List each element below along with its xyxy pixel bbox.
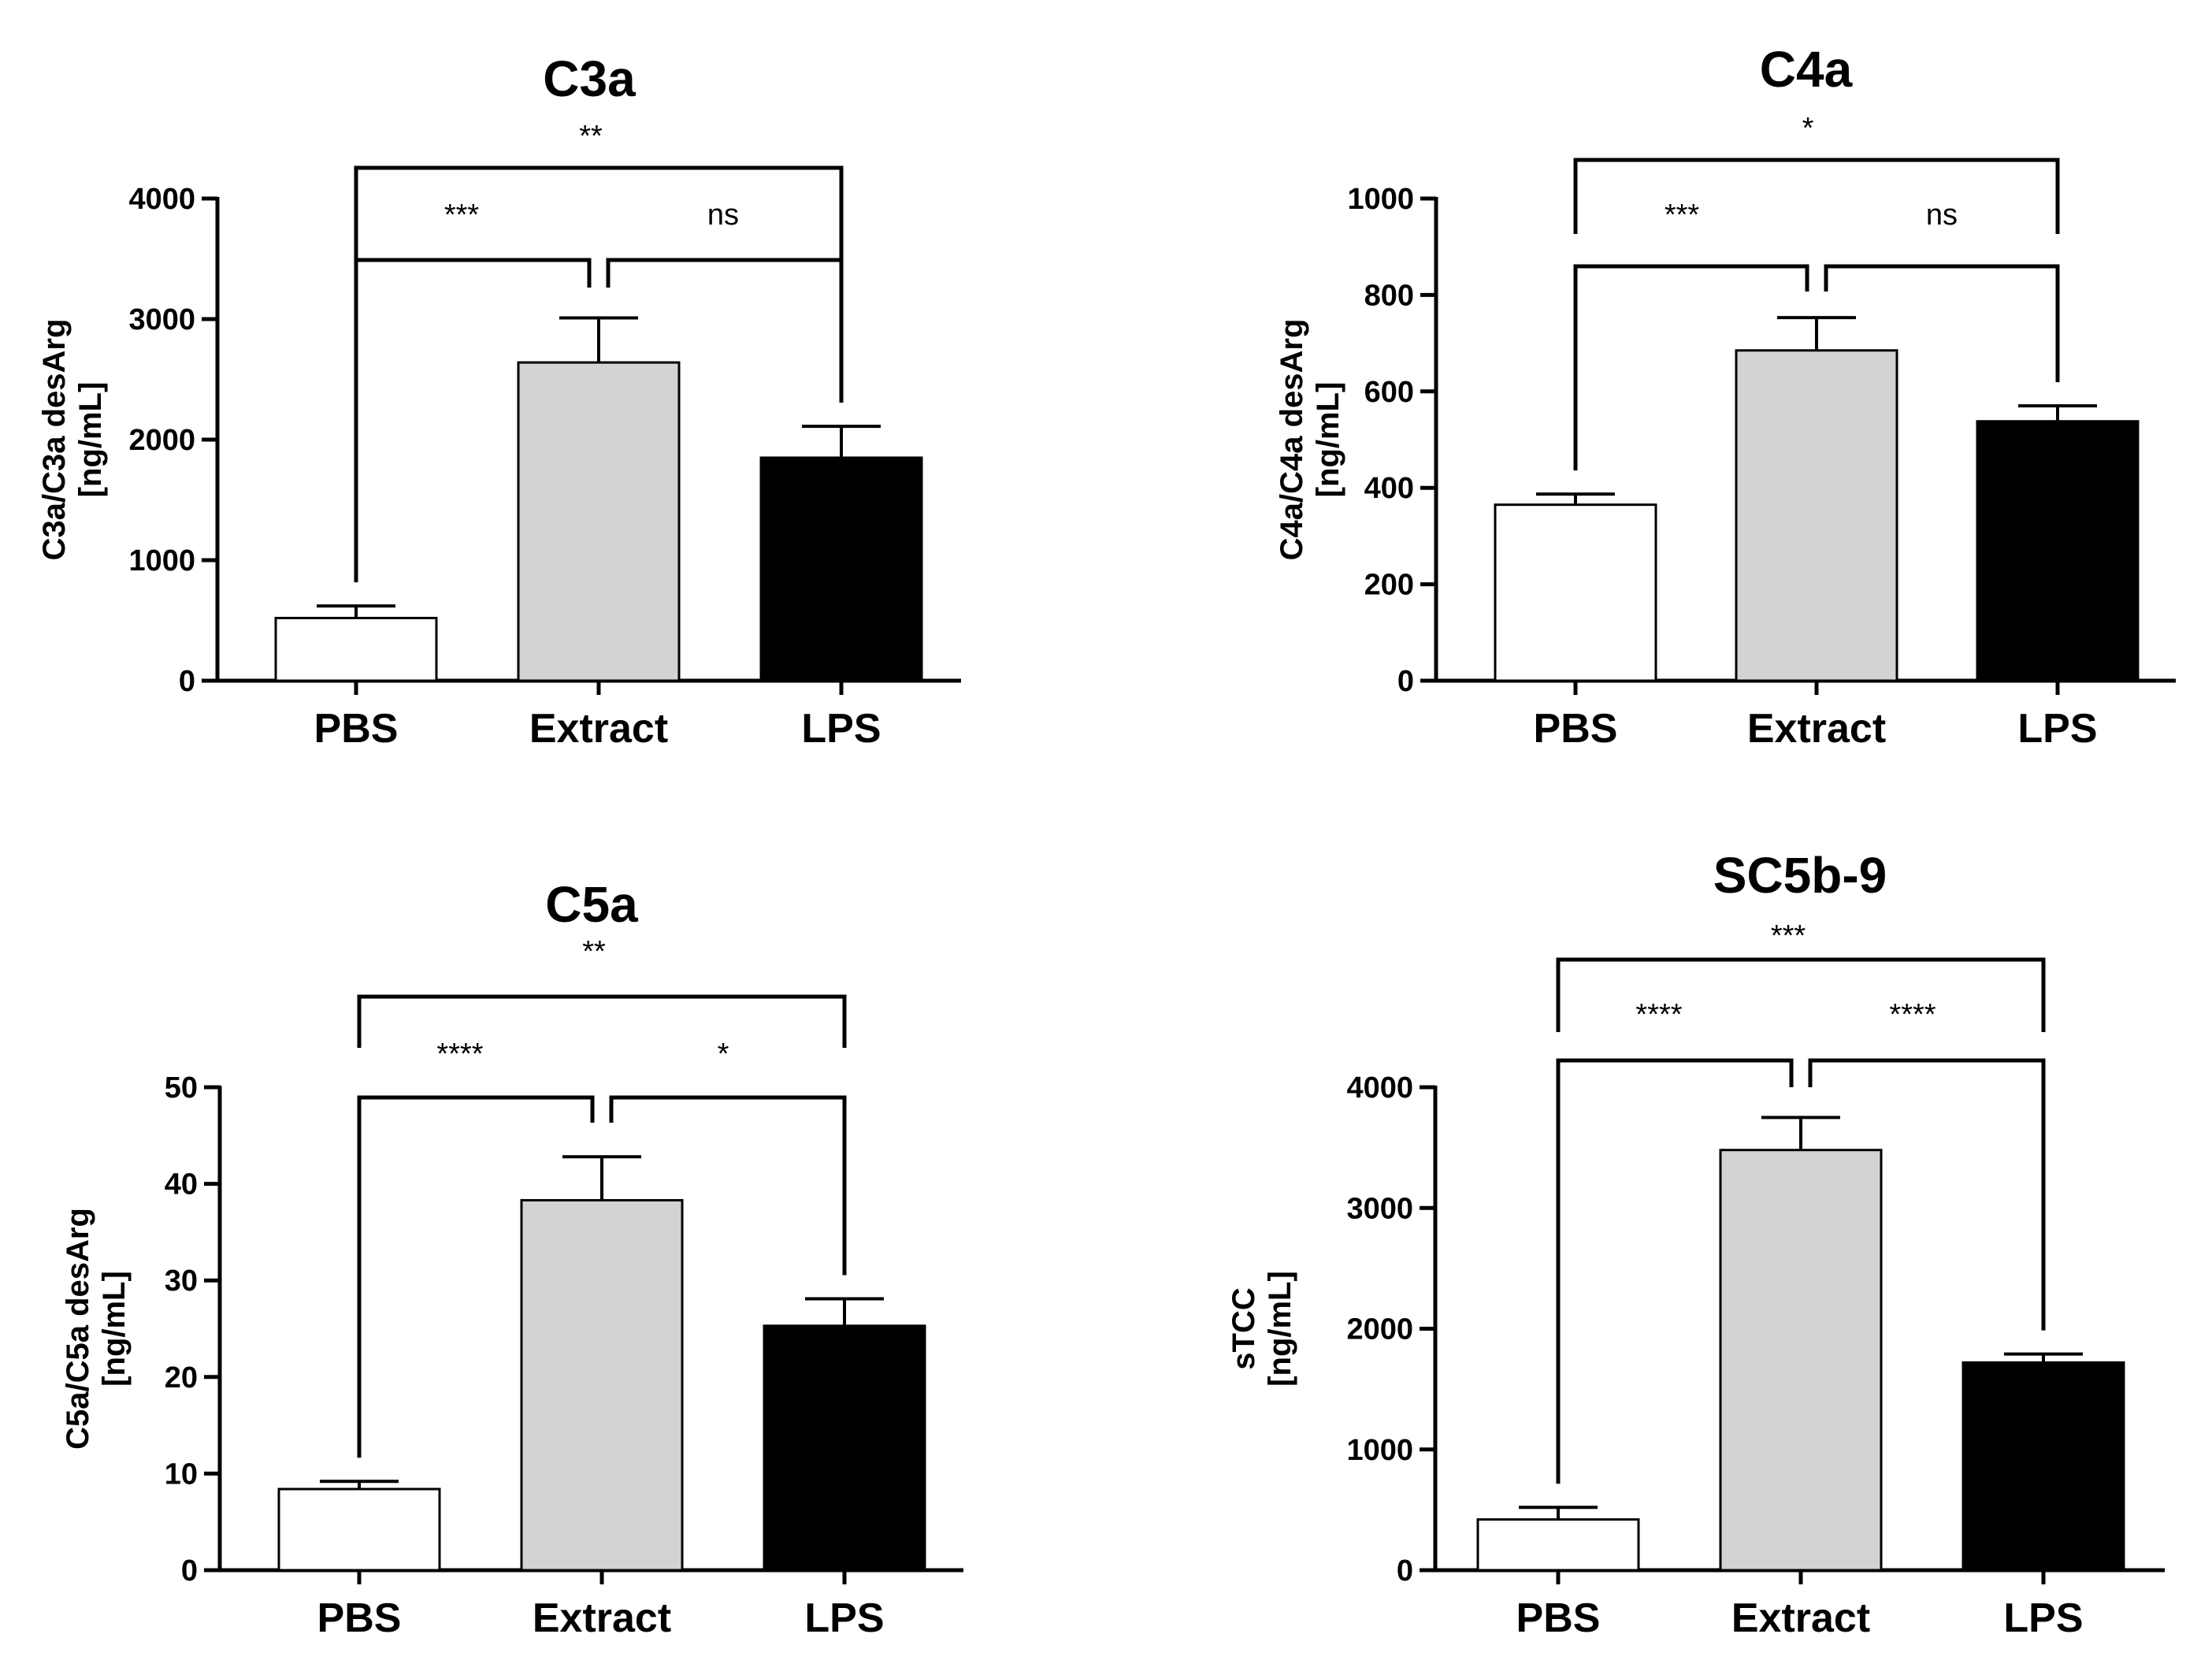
y-axis-label: [ng/mL]: [1263, 1271, 1297, 1387]
chart-title: C4a: [1760, 41, 1853, 98]
significance-label: ***: [1771, 919, 1806, 953]
significance-label: ****: [1889, 998, 1936, 1031]
y-axis-label: C3a/C3a desArg: [37, 319, 72, 561]
y-tick-label: 30: [165, 1264, 198, 1298]
y-tick-label: 0: [179, 665, 195, 698]
y-tick-label: 1000: [1346, 1434, 1413, 1467]
significance-label: ****: [1635, 998, 1682, 1031]
y-tick-label: 3000: [1346, 1192, 1413, 1225]
x-tick-label: PBS: [317, 1595, 402, 1641]
chart-panel-2: C4a C4a/C4a desArg [ng/mL] 0 200 400 600 800 100…: [1275, 41, 2176, 752]
significance-label: ***: [1665, 199, 1700, 232]
chart-panel-1: C3a C3a/C3a desArg [ng/mL] 0 1000 2000 3000 400…: [37, 50, 961, 752]
bar-lps: [759, 456, 923, 682]
x-tick-label: Extract: [533, 1595, 671, 1641]
y-tick-label: 800: [1364, 279, 1414, 312]
y-tick-label: 2000: [128, 424, 195, 457]
y-tick-label: 400: [1364, 472, 1414, 505]
chart-title: C5a: [545, 876, 638, 933]
y-tick-label: 2000: [1346, 1313, 1413, 1346]
y-tick-label: 4000: [1346, 1071, 1413, 1105]
y-tick-label: 600: [1364, 376, 1414, 409]
significance-bracket-extract-lps: [609, 1095, 847, 1276]
significance-bracket-pbs-lps: [354, 165, 844, 260]
bar-extract: [1735, 349, 1898, 682]
y-axis-label: C5a/C5a desArg: [61, 1208, 95, 1450]
x-tick-label: PBS: [1516, 1595, 1601, 1641]
y-axis-label: [ng/mL]: [1311, 382, 1345, 498]
significance-bracket-pbs-extract: [354, 258, 592, 583]
significance-bracket-pbs-lps: [357, 994, 847, 1048]
y-axis-label: sTCC: [1227, 1287, 1261, 1369]
significance-bracket-pbs-extract: [1556, 1058, 1794, 1484]
significance-label: ****: [436, 1038, 483, 1071]
chart-title: SC5b-9: [1713, 847, 1887, 904]
y-tick-label: 10: [165, 1458, 198, 1491]
bar-extract: [520, 1198, 684, 1572]
y-tick-label: 1000: [128, 544, 195, 577]
y-tick-label: 0: [1397, 665, 1414, 698]
significance-label: **: [579, 120, 603, 153]
bar-lps: [1976, 420, 2140, 682]
x-tick-label: Extract: [1747, 706, 1886, 752]
chart-panel-3: C5a C5a/C5a desArg [ng/mL] 0 10 20 30 40 50 PBS Ex…: [61, 876, 963, 1641]
significance-label: ns: [707, 199, 739, 232]
bar-pbs: [277, 1487, 441, 1572]
significance-bracket-extract-lps: [1824, 264, 2060, 383]
x-tick-label: PBS: [314, 706, 399, 752]
y-axis-label: C4a/C4a desArg: [1275, 319, 1309, 561]
y-tick-label: 50: [165, 1071, 198, 1105]
y-axis-label: [ng/mL]: [97, 1271, 132, 1387]
significance-bracket-extract-lps: [1808, 1058, 2046, 1331]
x-tick-label: LPS: [804, 1595, 884, 1641]
x-tick-label: LPS: [801, 706, 881, 752]
y-tick-label: 20: [165, 1361, 198, 1394]
bar-extract: [517, 361, 681, 682]
bar-extract: [1719, 1149, 1883, 1572]
y-tick-label: 4000: [128, 183, 195, 216]
x-tick-label: Extract: [529, 706, 668, 752]
significance-bracket-pbs-lps: [1573, 158, 2060, 234]
bar-lps: [1961, 1361, 2125, 1572]
significance-label: ns: [1926, 199, 1958, 232]
significance-label: *: [718, 1038, 729, 1071]
y-axis-label: [ng/mL]: [73, 382, 108, 498]
y-tick-label: 0: [181, 1554, 198, 1588]
significance-bracket-extract-lps: [606, 258, 844, 403]
x-tick-label: Extract: [1731, 1595, 1870, 1641]
significance-bracket-pbs-extract: [1573, 264, 1809, 471]
x-tick-label: LPS: [2017, 706, 2097, 752]
significance-bracket-pbs-lps: [1556, 957, 2046, 1032]
bar-pbs: [1494, 503, 1657, 682]
significance-label: **: [582, 935, 606, 968]
x-tick-label: LPS: [2003, 1595, 2083, 1641]
significance-label: ***: [444, 199, 480, 232]
chart-panel-4: SC5b-9 sTCC [ng/mL] 0 1000 2000 3000 4000 PBS Ext…: [1227, 847, 2165, 1641]
bar-pbs: [274, 616, 438, 682]
y-tick-label: 3000: [128, 303, 195, 336]
y-tick-label: 200: [1364, 569, 1414, 602]
x-tick-label: PBS: [1534, 706, 1618, 752]
bar-lps: [763, 1324, 926, 1572]
significance-bracket-pbs-extract: [357, 1095, 595, 1458]
y-tick-label: 0: [1397, 1554, 1413, 1588]
y-tick-label: 1000: [1347, 183, 1414, 216]
y-tick-label: 40: [165, 1168, 198, 1201]
significance-label: *: [1802, 112, 1814, 145]
bar-pbs: [1476, 1518, 1640, 1572]
chart-title: C3a: [543, 50, 636, 107]
